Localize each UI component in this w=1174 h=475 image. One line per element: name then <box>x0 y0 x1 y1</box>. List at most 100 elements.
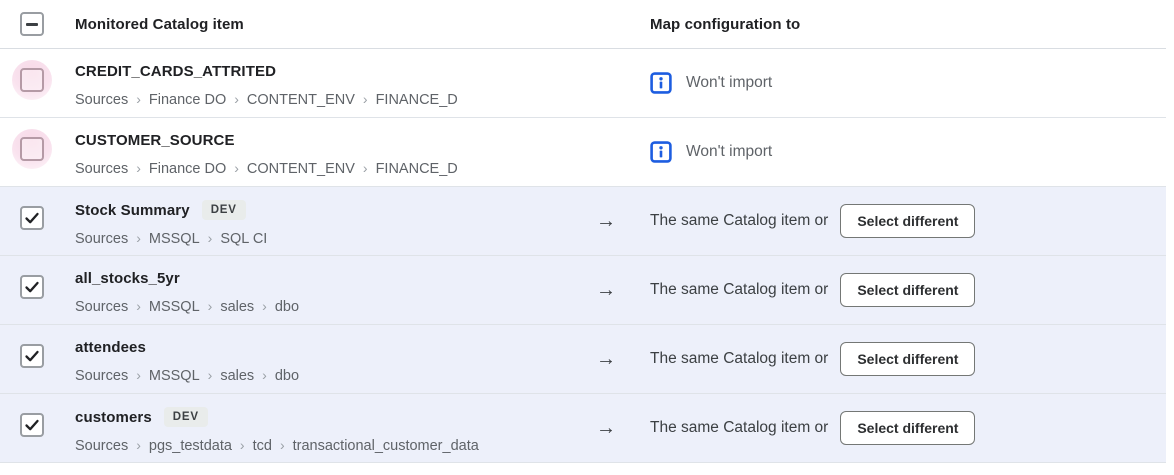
arrow-cell: → <box>590 256 650 324</box>
info-wrap <box>650 141 686 163</box>
catalog-mapping-table: Monitored Catalog item Map configuration… <box>0 0 1166 463</box>
arrow-cell <box>590 118 650 186</box>
select-all-checkbox[interactable] <box>20 12 44 36</box>
item-title: customers <box>75 408 152 426</box>
row-checkbox-cell <box>0 187 75 255</box>
item-title: Stock Summary <box>75 201 190 219</box>
row-checkbox[interactable] <box>20 275 44 299</box>
arrow-right-icon: → <box>596 278 616 301</box>
map-config-cell: The same Catalog item or Select differen… <box>650 325 1166 393</box>
map-config-cell: The same Catalog item or Select differen… <box>650 256 1166 324</box>
row-checkbox[interactable] <box>20 206 44 230</box>
table-row: Stock Summary DEV Sources › MSSQL › SQL CI →… <box>0 187 1166 256</box>
breadcrumb-segment: Sources <box>75 231 129 247</box>
row-checkbox-cell <box>0 394 75 462</box>
checkbox-halo <box>12 336 52 376</box>
breadcrumb-segment: Sources <box>75 92 129 108</box>
arrow-cell: → <box>590 187 650 255</box>
row-checkbox-cell <box>0 325 75 393</box>
item-title: attendees <box>75 339 146 356</box>
breadcrumb: Sources › Finance DO › CONTENT_ENV › FINANCE_D <box>75 90 590 110</box>
map-config-cell: Won't import <box>650 49 1166 117</box>
checkmark-icon <box>25 281 39 293</box>
arrow-right-icon: → <box>596 347 616 370</box>
map-label: Won't import <box>686 74 773 91</box>
table-body: CREDIT_CARDS_ATTRITED Sources › Finance DO… <box>0 49 1166 463</box>
info-wrap <box>650 72 686 94</box>
select-different-button[interactable]: Select different <box>840 411 976 445</box>
column-header-map: Map configuration to <box>650 15 801 33</box>
checkbox-halo <box>12 198 52 238</box>
breadcrumb-segment: sales <box>220 368 255 384</box>
arrow-cell <box>590 49 650 117</box>
column-header-item: Monitored Catalog item <box>75 15 244 33</box>
catalog-item-cell: CREDIT_CARDS_ATTRITED Sources › Finance DO… <box>75 49 590 117</box>
breadcrumb-segment: FINANCE_D <box>375 92 458 108</box>
info-icon[interactable] <box>650 141 672 163</box>
row-checkbox-cell <box>0 118 75 186</box>
item-title: CREDIT_CARDS_ATTRITED <box>75 63 276 80</box>
select-different-button[interactable]: Select different <box>840 273 976 307</box>
row-checkbox[interactable] <box>20 413 44 437</box>
breadcrumb: Sources › pgs_testdata › tcd › transactional_c… <box>75 436 590 456</box>
arrow-right-icon: → <box>596 209 616 232</box>
breadcrumb-segment: Sources <box>75 368 129 384</box>
checkbox-halo <box>12 405 52 445</box>
table-header: Monitored Catalog item Map configuration… <box>0 0 1166 49</box>
item-title: CUSTOMER_SOURCE <box>75 132 235 149</box>
checkmark-icon <box>25 212 39 224</box>
arrow-right-icon: → <box>596 416 616 439</box>
env-badge: DEV <box>163 407 208 427</box>
chevron-right-icon: › <box>234 160 239 176</box>
select-different-button[interactable]: Select different <box>840 342 976 376</box>
breadcrumb-segment: pgs_testdata <box>148 438 232 454</box>
table-row: CUSTOMER_SOURCE Sources › Finance DO › CONTE… <box>0 118 1166 187</box>
chevron-right-icon: › <box>136 91 141 107</box>
chevron-right-icon: › <box>234 91 239 107</box>
chevron-right-icon: › <box>262 367 267 383</box>
header-checkbox-cell <box>0 4 75 44</box>
breadcrumb-segment: Sources <box>75 299 129 315</box>
chevron-right-icon: › <box>136 367 141 383</box>
chevron-right-icon: › <box>136 230 141 246</box>
breadcrumb-segment: CONTENT_ENV <box>246 92 355 108</box>
select-different-button[interactable]: Select different <box>840 204 976 238</box>
breadcrumb-segment: Sources <box>75 161 129 177</box>
table-row: attendees Sources › MSSQL › sales › dbo → The … <box>0 325 1166 394</box>
map-config-cell: The same Catalog item or Select differen… <box>650 187 1166 255</box>
row-checkbox[interactable] <box>20 344 44 368</box>
chevron-right-icon: › <box>262 298 267 314</box>
table-row: CREDIT_CARDS_ATTRITED Sources › Finance DO… <box>0 49 1166 118</box>
breadcrumb-segment: transactional_customer_data <box>292 438 479 454</box>
chevron-right-icon: › <box>136 437 141 453</box>
catalog-item-cell: CUSTOMER_SOURCE Sources › Finance DO › CONTE… <box>75 118 590 186</box>
table-row: customers DEV Sources › pgs_testdata › tcd › t… <box>0 394 1166 463</box>
chevron-right-icon: › <box>207 367 213 383</box>
catalog-item-cell: customers DEV Sources › pgs_testdata › tcd › t… <box>75 394 590 462</box>
breadcrumb: Sources › MSSQL › sales › dbo <box>75 366 590 386</box>
item-title: all_stocks_5yr <box>75 270 180 287</box>
info-icon[interactable] <box>650 72 672 94</box>
breadcrumb-segment: Finance DO <box>148 161 227 177</box>
map-label: The same Catalog item or <box>650 350 829 367</box>
breadcrumb-segment: dbo <box>274 368 300 384</box>
row-checkbox[interactable] <box>20 68 44 92</box>
breadcrumb-segment: SQL CI <box>220 231 268 247</box>
breadcrumb: Sources › Finance DO › CONTENT_ENV › FINANCE_D <box>75 159 590 179</box>
row-checkbox[interactable] <box>20 137 44 161</box>
header-item-cell: Monitored Catalog item <box>75 16 590 33</box>
breadcrumb-segment: CONTENT_ENV <box>246 161 355 177</box>
catalog-item-cell: all_stocks_5yr Sources › MSSQL › sales › dbo <box>75 256 590 324</box>
map-label: The same Catalog item or <box>650 212 829 229</box>
breadcrumb-segment: tcd <box>252 438 272 454</box>
row-checkbox-cell <box>0 49 75 117</box>
breadcrumb-segment: dbo <box>274 299 300 315</box>
checkmark-icon <box>25 419 39 431</box>
chevron-right-icon: › <box>279 437 285 453</box>
breadcrumb-segment: MSSQL <box>148 368 200 384</box>
catalog-item-cell: Stock Summary DEV Sources › MSSQL › SQL CI <box>75 187 590 255</box>
breadcrumb: Sources › MSSQL › sales › dbo <box>75 297 590 317</box>
chevron-right-icon: › <box>136 160 141 176</box>
env-badge: DEV <box>201 200 246 220</box>
breadcrumb-segment: FINANCE_D <box>375 161 458 177</box>
